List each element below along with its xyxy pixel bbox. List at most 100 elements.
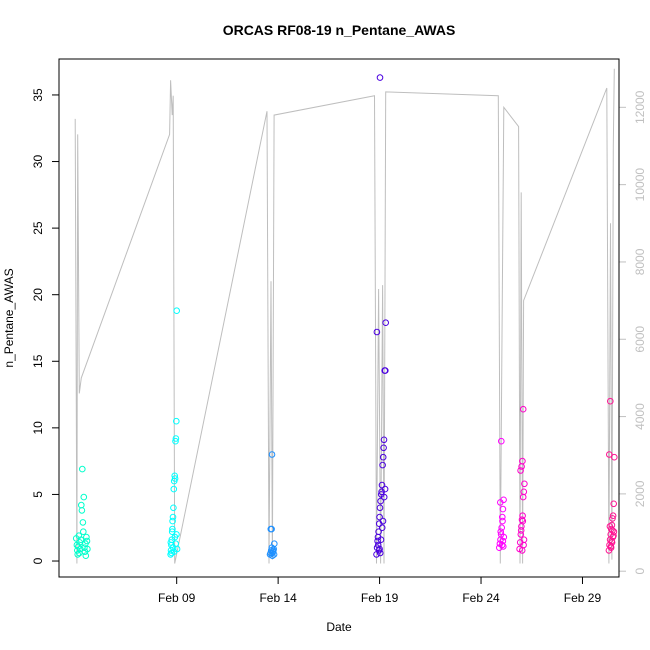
data-point-rf10 — [270, 547, 277, 554]
data-point-rf11 — [377, 497, 384, 505]
plot-frame — [58, 58, 620, 578]
data-point-rf13 — [517, 527, 525, 534]
data-point-rf12 — [498, 541, 506, 549]
data-point-rf13 — [521, 480, 528, 488]
data-point-rf13 — [519, 517, 527, 525]
data-point-rf11 — [380, 493, 388, 501]
data-point-rf13 — [518, 547, 526, 554]
data-point-rf08 — [83, 533, 90, 541]
data-point-rf08 — [83, 537, 91, 545]
data-point-rf11 — [378, 481, 386, 489]
data-point-rf11 — [378, 524, 386, 532]
data-point-rf14 — [609, 512, 617, 520]
data-point-rf14 — [607, 543, 615, 550]
x-tick-label: Feb 24 — [462, 591, 500, 605]
data-point-rf09 — [169, 525, 176, 533]
y2-tick-label: 8000 — [633, 248, 647, 275]
data-point-rf13 — [520, 488, 528, 496]
data-point-rf08 — [79, 465, 86, 473]
data-points — [72, 74, 618, 560]
y2-tick-label: 4000 — [633, 403, 647, 430]
data-point-rf08 — [84, 545, 91, 553]
data-point-rf08 — [81, 544, 88, 552]
altitude-line — [74, 68, 615, 564]
data-point-rf14 — [607, 397, 614, 405]
data-point-rf12 — [499, 513, 506, 521]
data-point-rf09 — [173, 417, 180, 425]
data-point-rf11 — [379, 453, 387, 461]
data-point-rf09 — [171, 475, 179, 482]
data-point-rf09 — [169, 517, 176, 525]
data-point-rf10 — [271, 540, 278, 548]
data-point-rf14 — [610, 500, 618, 508]
y2-tick-label: 12000 — [633, 90, 647, 124]
y-tick-label: 25 — [31, 221, 45, 235]
data-point-rf11 — [376, 545, 383, 553]
data-point-rf11 — [376, 513, 383, 521]
data-point-rf11 — [373, 328, 381, 336]
data-point-rf14 — [609, 527, 616, 534]
data-point-rf08 — [79, 519, 87, 526]
x-tick-label: Feb 14 — [259, 591, 297, 605]
data-point-rf11 — [380, 444, 387, 452]
data-point-rf09 — [169, 513, 177, 521]
data-point-rf08 — [82, 552, 90, 560]
y2-tick-label: 2000 — [633, 480, 647, 507]
data-point-rf11 — [382, 367, 389, 374]
data-point-rf11 — [377, 536, 385, 544]
data-point-rf09 — [173, 531, 180, 538]
data-point-rf13 — [519, 405, 527, 413]
y-tick-label: 15 — [31, 354, 45, 368]
data-point-rf08 — [77, 545, 84, 553]
y2-tick-label: 6000 — [633, 326, 647, 353]
y-tick-label: 0 — [31, 557, 45, 564]
data-point-rf11 — [374, 537, 381, 545]
data-point-rf14 — [609, 515, 616, 522]
axes: Feb 09 Feb 14 Feb 19 Feb 24 Feb 29 0 5 10 15 20 25… — [31, 88, 647, 605]
data-point-rf08 — [80, 528, 87, 536]
data-point-rf08 — [74, 551, 81, 558]
x-tick-label: Feb 19 — [361, 591, 399, 605]
data-point-rf08 — [77, 536, 85, 544]
data-point-rf11 — [380, 436, 388, 444]
data-point-rf08 — [78, 507, 86, 514]
chart-title: ORCAS RF08-19 n_Pentane_AWAS — [223, 22, 456, 38]
data-point-rf12 — [498, 524, 506, 532]
data-point-rf11 — [376, 74, 384, 81]
y-tick-label: 5 — [31, 491, 45, 498]
data-point-rf08 — [80, 493, 88, 501]
x-axis-label: Date — [326, 620, 352, 634]
altitude-series — [74, 68, 615, 564]
data-point-rf12 — [499, 517, 506, 525]
data-point-rf11 — [379, 461, 386, 469]
y-tick-label: 30 — [31, 155, 45, 169]
data-point-rf12 — [497, 499, 504, 506]
data-point-rf12 — [500, 533, 508, 541]
data-point-rf10 — [268, 451, 276, 458]
y-axis-label: n_Pentane_AWAS — [2, 268, 16, 367]
data-point-rf12 — [500, 543, 507, 550]
data-point-rf11 — [381, 485, 389, 493]
data-point-rf11 — [379, 517, 387, 525]
data-point-rf14 — [610, 528, 618, 536]
x-tick-label: Feb 29 — [564, 591, 602, 605]
y-tick-label: 10 — [31, 421, 45, 435]
data-point-rf14 — [606, 451, 613, 458]
data-point-rf12 — [499, 505, 507, 513]
data-point-rf13 — [519, 457, 526, 465]
data-point-rf11 — [382, 319, 390, 327]
data-point-rf11 — [376, 549, 384, 557]
y-tick-label: 20 — [31, 288, 45, 302]
data-point-rf13 — [517, 467, 524, 474]
data-point-rf11 — [375, 528, 382, 536]
data-point-rf09 — [172, 435, 180, 442]
x-tick-label: Feb 09 — [158, 591, 196, 605]
data-point-rf13 — [517, 531, 525, 538]
data-point-rf09 — [173, 307, 180, 315]
data-point-rf11 — [376, 504, 384, 512]
data-point-rf09 — [170, 504, 177, 512]
data-point-rf12 — [497, 528, 505, 536]
y-tick-label: 35 — [31, 88, 45, 102]
y2-tick-label: 0 — [633, 568, 647, 575]
data-point-rf14 — [611, 453, 618, 461]
